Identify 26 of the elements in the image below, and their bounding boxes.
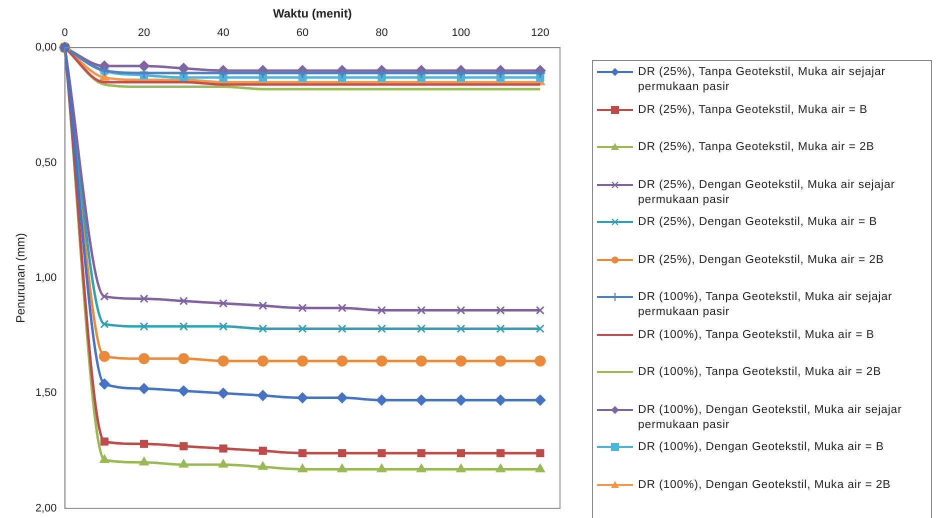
legend-label: DR (100%), Tanpa Geotekstil, Muka air sejajar permukaan pasir [638, 290, 894, 320]
x-tick-label: 100 [452, 27, 470, 40]
x-tick-label: 80 [376, 27, 388, 40]
legend-label: DR (25%), Dengan Geotekstil, Muka air = B [638, 215, 878, 230]
y-tick-label: 0,00 [35, 42, 57, 54]
legend-label: DR (25%), Dengan Geotekstil, Muka air = 2B [638, 252, 884, 268]
y-tick-label: 2,00 [35, 502, 57, 514]
legend-label: DR (100%), Tanpa Geotekstil, Muka air = 2B [638, 365, 882, 380]
y-axis-title: Penurunan (mm) [14, 232, 28, 324]
legend-label: DR (25%), Tanpa Geotekstil, Muka air = B [638, 102, 868, 118]
y-tick-label: 1,50 [35, 387, 57, 400]
x-tick-label: 120 [531, 27, 550, 40]
x-tick-label: 20 [138, 27, 150, 40]
x-axis-title: Waktu (menit) [272, 6, 352, 21]
legend-label: DR (100%), Tanpa Geotekstil, Muka air = B [638, 328, 874, 342]
legend-label: DR (100%), Dengan Geotekstil, Muka air sejajar permukaan pasir [638, 402, 903, 432]
x-tick-label: 0 [62, 27, 68, 40]
y-tick-label: 0,50 [35, 156, 57, 169]
y-tick-label: 1,00 [35, 272, 57, 284]
legend-label: DR (100%), Dengan Geotekstil, Muka air = B [638, 440, 884, 455]
x-tick-label: 60 [296, 27, 309, 40]
x-tick-label: 40 [217, 27, 230, 40]
legend-label: DR (25%), Tanpa Geotekstil, Muka air sejajar permukaan pasir [638, 65, 886, 95]
legend-label: DR (25%), Tanpa Geotekstil, Muka air = 2B [638, 140, 874, 155]
legend-label: DR (100%), Dengan Geotekstil, Muka air = 2B [638, 478, 891, 492]
legend-label: DR (25%), Dengan Geotekstil, Muka air sejajar permukaan pasir [638, 178, 896, 208]
